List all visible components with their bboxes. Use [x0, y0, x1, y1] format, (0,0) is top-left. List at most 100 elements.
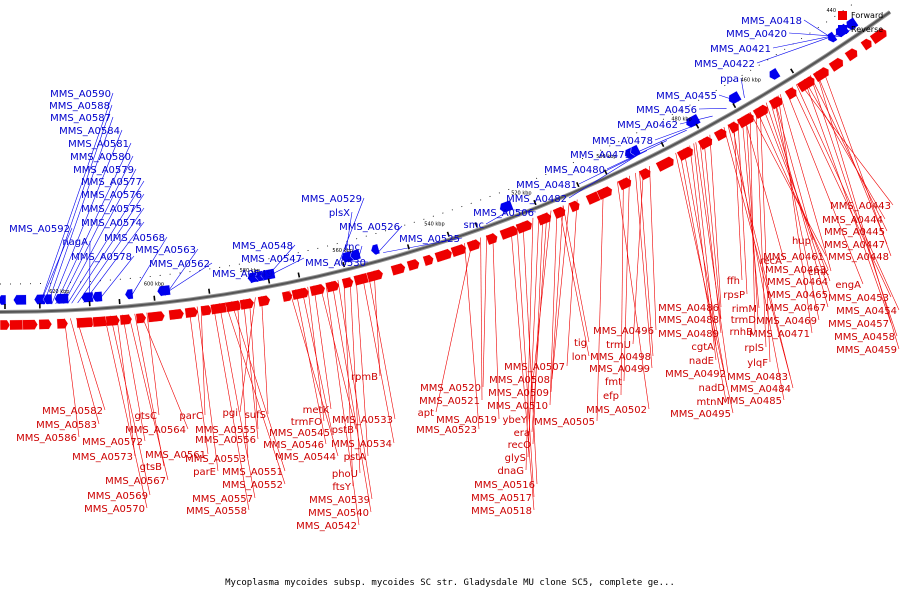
forward-gene-27: [422, 254, 434, 267]
gene-label-mms-a0444: MMS_A0444: [822, 215, 883, 226]
forward-gene-11: [168, 308, 185, 321]
leader-mms-a0471: [777, 95, 813, 334]
forward-gene-52: [828, 57, 844, 73]
gene-label-mms-a0570: MMS_A0570: [84, 504, 145, 515]
tick-mark-8: [267, 278, 271, 284]
leader-mms-a0461: [749, 111, 827, 257]
gene-label-mms-a0506: MMS_A0506: [473, 208, 534, 219]
reverse-gene-20: [769, 67, 781, 81]
gene-label-fmt: fmt: [605, 377, 622, 388]
leader-mms-a0587: [47, 116, 114, 305]
gene-label-mms-a0418: MMS_A0418: [741, 16, 802, 27]
label-leader-lines: [39, 19, 900, 526]
gene-label-mms-a0458: MMS_A0458: [834, 332, 895, 343]
gene-label-mms-a0577: MMS_A0577: [81, 177, 142, 188]
leader-ylqf: [759, 106, 771, 363]
leader-rpmb: [373, 270, 381, 377]
gene-label-smc: smc: [464, 220, 484, 231]
gene-label-nade: nadE: [689, 356, 714, 367]
gene-label-trmd: trmD: [731, 315, 757, 326]
leader-psta: [355, 275, 369, 457]
leader-ffh: [733, 121, 743, 281]
gene-label-mms-a0582: MMS_A0582: [42, 406, 103, 417]
leader-mms-a0418: [803, 19, 837, 41]
gene-label-mms-a0567: MMS_A0567: [105, 476, 166, 487]
leader-mms-a0422: [756, 28, 855, 64]
leader-mms-a0444: [804, 79, 886, 220]
gene-label-mms-a0549: MMS_A0549: [212, 269, 273, 280]
leader-reca: [743, 115, 785, 261]
tick-mark-16: [446, 231, 450, 237]
forward-gene-31: [485, 232, 498, 246]
legend: Forward Reverse: [838, 8, 883, 36]
gene-label-mms-a0534: MMS_A0534: [331, 439, 392, 450]
leader-mms-a0505: [596, 187, 604, 422]
gene-label-mms-a0553: MMS_A0553: [185, 454, 246, 465]
gene-label-ftsy: ftsY: [332, 482, 351, 493]
leader-mms-a0506: [512, 209, 537, 213]
tick-mark-14: [695, 123, 700, 129]
forward-gene-42: [676, 146, 694, 162]
tick-mark-9: [208, 288, 211, 294]
leader-mms-a0583: [70, 318, 100, 425]
leader-mms-a0516: [522, 221, 538, 485]
gene-label-mms-a0544: MMS_A0544: [275, 452, 336, 463]
gene-label-mms-a0420: MMS_A0420: [726, 29, 787, 40]
tick-label-560-kbp: 560 kbp: [332, 248, 352, 254]
gene-label-mms-a0545: MMS_A0545: [269, 428, 330, 439]
gene-label-mms-a0517: MMS_A0517: [471, 493, 532, 504]
gene-label-mms-a0587: MMS_A0587: [50, 113, 111, 124]
gene-label-mms-a0551: MMS_A0551: [222, 467, 283, 478]
gene-label-tig: tig: [574, 338, 587, 349]
gene-label-metk: metK: [303, 405, 330, 416]
gene-label-mms-a0546: MMS_A0546: [263, 440, 324, 451]
gene-label-mms-a0453: MMS_A0453: [828, 293, 889, 304]
gene-label-mms-a0469: MMS_A0469: [756, 316, 817, 327]
leader-pare: [196, 306, 219, 472]
leader-mms-a0455: [718, 94, 739, 102]
forward-gene-24: [366, 269, 384, 283]
tick-label-460-kbp: 460 kbp: [741, 77, 761, 83]
gene-label-mms-a0484: MMS_A0484: [730, 384, 791, 395]
leader-mms-a0556: [243, 299, 259, 440]
leader-mms-a0482: [568, 155, 638, 199]
leader-trmu: [632, 169, 644, 345]
leader-mms-a0488: [703, 137, 722, 320]
leader-mms-a0508: [551, 202, 570, 380]
forward-gene-47: [752, 104, 769, 120]
gene-label-mms-a0445: MMS_A0445: [824, 227, 885, 238]
leader-mms-a0582: [76, 317, 106, 411]
tick-mark-3: [603, 169, 608, 175]
leader-mms-a0590: [39, 92, 114, 305]
gene-label-mms-a0421: MMS_A0421: [710, 44, 771, 55]
gene-label-mms-a0443: MMS_A0443: [830, 201, 891, 212]
leader-mms-a0447: [816, 71, 888, 245]
leader-smc: [485, 211, 508, 225]
tick-mark-17: [297, 272, 301, 278]
tick-label-600-kbp: 600 kbp: [144, 282, 164, 288]
forward-gene-13: [200, 304, 213, 317]
leader-mms-a0580: [59, 155, 134, 304]
gene-label-hup: hup: [792, 236, 811, 247]
leader-mms-a0507: [566, 199, 578, 367]
forward-gene-7: [105, 315, 121, 327]
gene-label-enga: engA: [835, 280, 861, 291]
gene-label-rpmb: rpmB: [351, 372, 378, 383]
leader-mms-a0502: [617, 181, 650, 410]
leader-mms-a0518: [510, 226, 535, 511]
gene-label-trmu: trmU: [606, 340, 631, 351]
gene-label-mms-a0521: MMS_A0521: [419, 396, 480, 407]
reverse-gene-0: [0, 294, 7, 306]
leader-mms-a0465: [765, 102, 831, 295]
leader-mms-a0570: [104, 316, 148, 509]
leader-mms-a0519: [492, 233, 500, 420]
leader-mms-a0498: [639, 170, 654, 357]
gene-label-mms-a0447: MMS_A0447: [824, 240, 885, 251]
reverse-gene-13: [349, 248, 362, 261]
gene-label-mms-a0592: MMS_A0592: [9, 224, 70, 235]
leader-mms-a0555: [249, 298, 259, 430]
leader-sufs: [261, 296, 269, 415]
tick-mark-1: [732, 103, 737, 109]
leader-mms-a0509: [550, 205, 564, 393]
